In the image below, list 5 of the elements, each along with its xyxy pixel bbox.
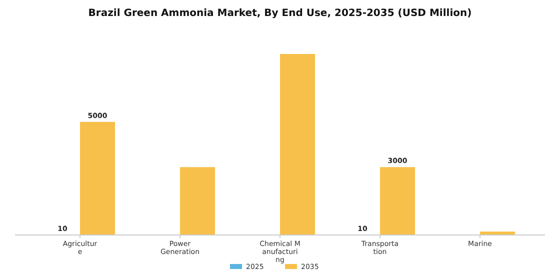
bar (380, 167, 415, 235)
bar (180, 167, 215, 235)
bar (280, 54, 315, 235)
chart-title: Brazil Green Ammonia Market, By End Use, 2025-2035 (USD Million) (88, 8, 472, 19)
bar (80, 122, 115, 235)
